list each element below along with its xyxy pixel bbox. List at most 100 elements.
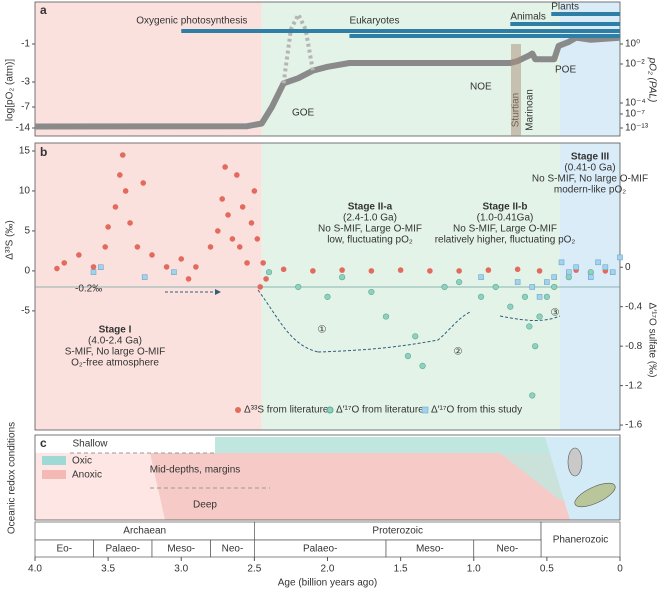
point bbox=[595, 259, 601, 266]
y2-tick-label: 10⁻¹³ bbox=[625, 123, 649, 134]
point bbox=[122, 188, 129, 194]
point bbox=[171, 269, 177, 275]
range-bar bbox=[349, 34, 620, 38]
y2-tick-label: 10⁰ bbox=[625, 39, 640, 50]
legend-marker bbox=[421, 406, 429, 414]
era-label: Meso- bbox=[167, 544, 195, 555]
point bbox=[61, 260, 68, 266]
point bbox=[551, 274, 557, 280]
y-axis-label: Δ³³S (‰) bbox=[5, 220, 16, 259]
point bbox=[441, 283, 448, 291]
era-shading bbox=[560, 143, 620, 430]
point bbox=[141, 274, 148, 280]
point bbox=[609, 269, 616, 275]
point bbox=[588, 274, 594, 280]
y-tick-label: -7 bbox=[21, 102, 30, 113]
stage-text: low, fluctuating pO₂ bbox=[327, 235, 413, 246]
point bbox=[254, 236, 261, 242]
point bbox=[185, 276, 192, 282]
range-bar bbox=[181, 29, 620, 33]
point bbox=[251, 188, 258, 194]
y2-tick-label: 10⁻² bbox=[625, 59, 645, 70]
point bbox=[339, 267, 345, 273]
era-box bbox=[473, 539, 542, 558]
point bbox=[536, 268, 543, 274]
point bbox=[404, 352, 412, 360]
point bbox=[536, 294, 543, 300]
stage-name: Stage II-b bbox=[482, 202, 527, 213]
point bbox=[163, 264, 170, 270]
point bbox=[90, 269, 97, 275]
panel-c-frame bbox=[34, 434, 621, 521]
point bbox=[456, 268, 462, 274]
point bbox=[193, 264, 199, 270]
step-label: ① bbox=[318, 325, 327, 336]
step-label: ② bbox=[454, 347, 463, 358]
point bbox=[112, 204, 119, 210]
point bbox=[324, 293, 331, 300]
annotation: Marinoan bbox=[525, 89, 536, 131]
zone-label: Shallow bbox=[72, 439, 108, 450]
eon-label: Archaean bbox=[123, 526, 166, 537]
point bbox=[178, 256, 185, 262]
point bbox=[536, 313, 543, 320]
legend-label: Δ′¹⁷O from this study bbox=[431, 405, 522, 416]
point bbox=[529, 392, 536, 399]
point bbox=[514, 279, 521, 285]
panel-label: c bbox=[40, 436, 47, 450]
y-axis-label: log[pO₂ (atm)] bbox=[5, 59, 16, 121]
point bbox=[127, 220, 133, 226]
point bbox=[485, 267, 492, 273]
point bbox=[265, 269, 273, 276]
era-label: Meso- bbox=[416, 544, 444, 555]
era-label: Eo- bbox=[56, 544, 72, 555]
trend-arrow bbox=[257, 289, 319, 353]
panel-a-frame bbox=[34, 1, 621, 137]
x-tick-label: 1.0 bbox=[467, 564, 481, 575]
point bbox=[76, 252, 82, 258]
y-tick-label: -5 bbox=[21, 306, 30, 317]
point bbox=[521, 293, 529, 300]
point bbox=[310, 268, 316, 274]
era-label: Palaeo- bbox=[303, 544, 337, 555]
point bbox=[397, 267, 404, 273]
point bbox=[54, 265, 60, 272]
eon-box bbox=[540, 521, 621, 558]
point bbox=[587, 269, 594, 276]
x-tick-label: 0 bbox=[617, 564, 623, 575]
legend-swatch bbox=[42, 456, 66, 465]
y2-tick-label: -0.8 bbox=[625, 341, 643, 352]
era-label: Neo- bbox=[222, 544, 244, 555]
legend-marker bbox=[235, 407, 241, 413]
era-label: Neo- bbox=[497, 544, 519, 555]
point bbox=[215, 228, 221, 234]
era-shading bbox=[35, 2, 262, 136]
range-label: Oxygenic photosynthesis bbox=[136, 16, 247, 27]
x-tick-label: 1.5 bbox=[394, 564, 408, 575]
y-tick-label: -14 bbox=[16, 123, 31, 134]
point bbox=[207, 244, 214, 250]
stage-text: O₂-free atmosphere bbox=[71, 358, 159, 369]
point bbox=[149, 252, 155, 258]
oxic-shallow bbox=[215, 437, 620, 453]
early-ocean bbox=[35, 453, 165, 520]
panel-label: a bbox=[40, 3, 47, 17]
stage-text: No S-MIF, Large O-MIF bbox=[453, 224, 557, 235]
point bbox=[526, 323, 533, 330]
y-tick-label: 15 bbox=[19, 146, 31, 157]
stage-text: modern-like pO₂ bbox=[554, 185, 626, 196]
stage-text: No S-MIF, Large O-MIF bbox=[318, 224, 422, 235]
y2-tick-label: 0 bbox=[625, 262, 631, 273]
point bbox=[234, 172, 240, 178]
panel-label: b bbox=[40, 145, 47, 159]
era-shading bbox=[35, 143, 262, 430]
y2-tick-label: 10⁻⁷ bbox=[625, 109, 645, 120]
point bbox=[573, 264, 579, 271]
stage-range: (0.41-0 Ga) bbox=[564, 163, 615, 174]
y2-tick-label: -1.6 bbox=[625, 420, 643, 431]
point bbox=[532, 343, 539, 350]
point bbox=[119, 152, 126, 158]
y2-tick-label: 10⁻⁴ bbox=[625, 98, 646, 109]
legend-label: Anoxic bbox=[72, 470, 102, 481]
stage-name: Stage I bbox=[99, 325, 132, 336]
